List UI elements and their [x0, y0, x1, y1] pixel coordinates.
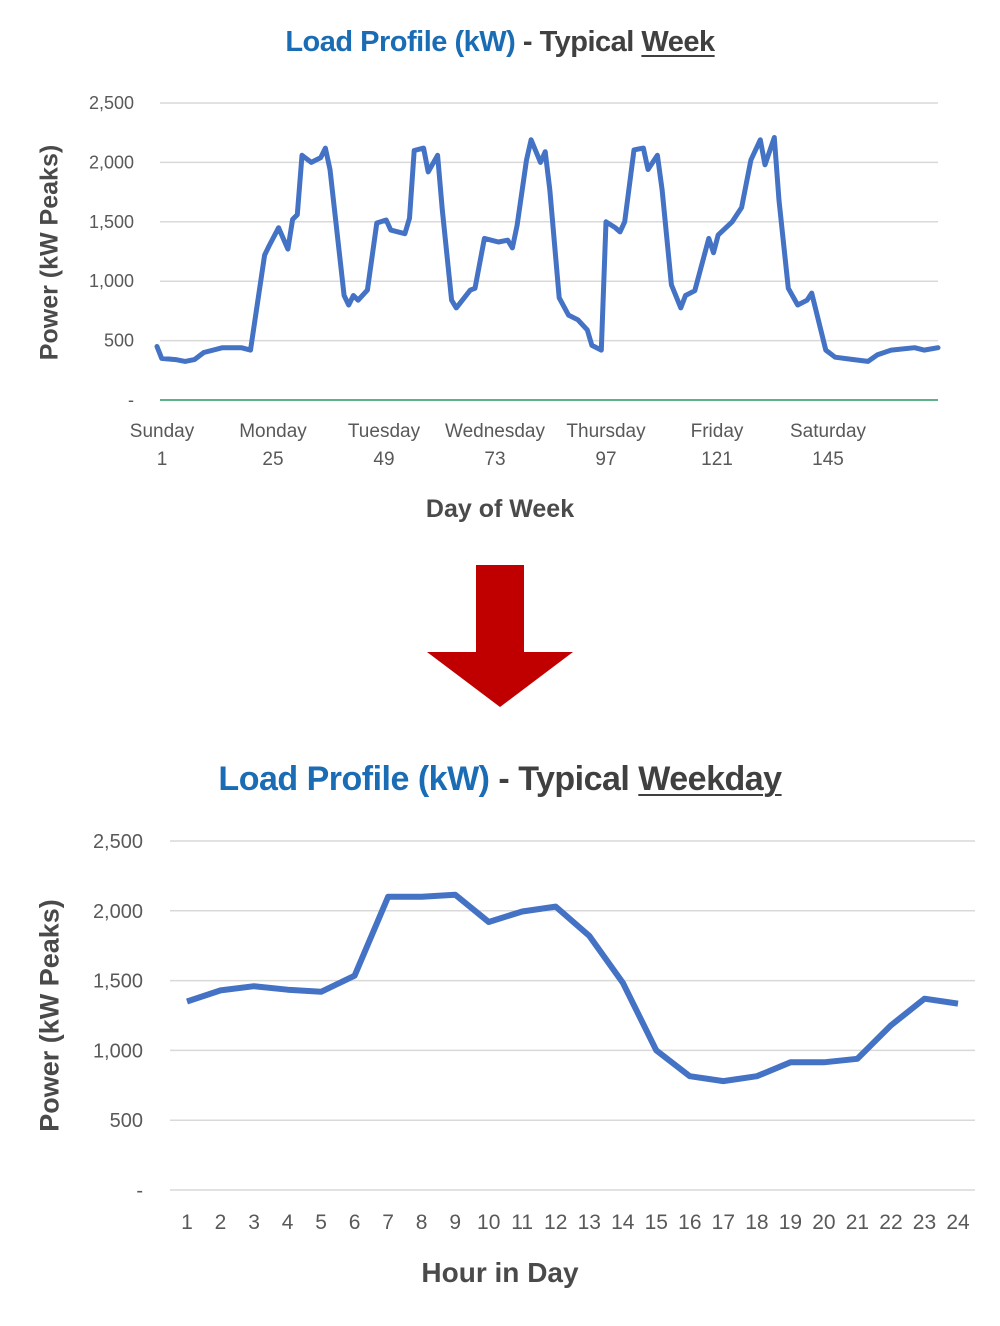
- x-tick-label: 25: [262, 449, 283, 470]
- x-tick-label: 4: [282, 1211, 294, 1234]
- x-tick-label: 11: [511, 1211, 533, 1234]
- y-tick-label: 1,500: [89, 212, 134, 232]
- x-tick-label: 9: [449, 1211, 461, 1234]
- x-tick-label: 10: [477, 1211, 500, 1234]
- title-sep: - Typical: [489, 760, 639, 798]
- week-x-axis-title: Day of Week: [425, 495, 575, 523]
- x-tick-label: 8: [416, 1211, 428, 1234]
- weekday-chart-title: Load Profile (kW) - Typical Weekday: [0, 760, 1000, 799]
- y-tick-label: 2,000: [93, 901, 143, 923]
- x-tick-label: 23: [913, 1211, 936, 1234]
- y-tick-label: 2,000: [89, 152, 134, 172]
- x-tick-label: 97: [595, 449, 616, 470]
- x-tick-label: 17: [712, 1211, 735, 1234]
- x-tick-label: 20: [812, 1211, 835, 1234]
- x-tick-label: 145: [812, 449, 844, 470]
- x-tick-label: 3: [248, 1211, 260, 1234]
- x-tick-label: 24: [946, 1211, 970, 1234]
- x-tick-label: 73: [484, 449, 505, 470]
- load-series-line: [186, 891, 959, 1085]
- x-tick-label: 13: [578, 1211, 601, 1234]
- week-chart-title: Load Profile (kW) - Typical Week: [0, 26, 1000, 59]
- title-emph: Week: [641, 26, 715, 58]
- x-tick-day-label: Sunday: [130, 421, 195, 442]
- weekday-y-axis-title: Power (kW Peaks): [34, 899, 65, 1132]
- y-tick-label: -: [136, 1180, 143, 1202]
- title-main: Load Profile (kW): [285, 26, 516, 58]
- x-tick-label: 15: [645, 1211, 668, 1234]
- x-tick-label: 2: [215, 1211, 227, 1234]
- y-tick-label: 1,000: [89, 271, 134, 291]
- title-emph: Weekday: [638, 760, 782, 798]
- y-tick-label: -: [128, 390, 134, 410]
- y-tick-label: 2,500: [93, 831, 143, 853]
- x-tick-label: 49: [373, 449, 394, 470]
- x-tick-day-label: Tuesday: [348, 421, 421, 442]
- x-tick-label: 16: [678, 1211, 701, 1234]
- x-tick-label: 12: [544, 1211, 567, 1234]
- x-tick-label: 121: [701, 449, 733, 470]
- y-tick-label: 500: [104, 331, 134, 351]
- x-tick-day-label: Friday: [691, 421, 744, 442]
- weekday-x-axis-title: Hour in Day: [421, 1257, 579, 1288]
- x-tick-label: 14: [611, 1211, 635, 1234]
- y-tick-label: 2,500: [89, 93, 134, 113]
- x-tick-day-label: Saturday: [790, 421, 867, 442]
- x-tick-label: 21: [846, 1211, 869, 1234]
- x-tick-label: 19: [779, 1211, 802, 1234]
- x-tick-label: 7: [382, 1211, 394, 1234]
- x-tick-label: 1: [157, 449, 168, 470]
- y-tick-label: 1,000: [93, 1040, 143, 1062]
- x-tick-day-label: Wednesday: [445, 421, 545, 442]
- x-tick-day-label: Thursday: [566, 421, 646, 442]
- title-main: Load Profile (kW): [218, 760, 490, 798]
- x-tick-label: 6: [349, 1211, 361, 1234]
- x-tick-label: 1: [181, 1211, 193, 1234]
- load-series-line: [154, 135, 941, 364]
- y-tick-label: 500: [110, 1110, 143, 1132]
- x-tick-label: 22: [879, 1211, 902, 1234]
- y-tick-label: 1,500: [93, 971, 143, 993]
- week-load-chart: - 500 1,000 1,500 2,000 2,500 Sunday 1 Monday 25 T…: [89, 93, 941, 470]
- x-tick-label: 18: [745, 1211, 768, 1234]
- x-tick-day-label: Monday: [239, 421, 307, 442]
- x-tick-label: 5: [315, 1211, 327, 1234]
- title-sep: - Typical: [515, 26, 642, 58]
